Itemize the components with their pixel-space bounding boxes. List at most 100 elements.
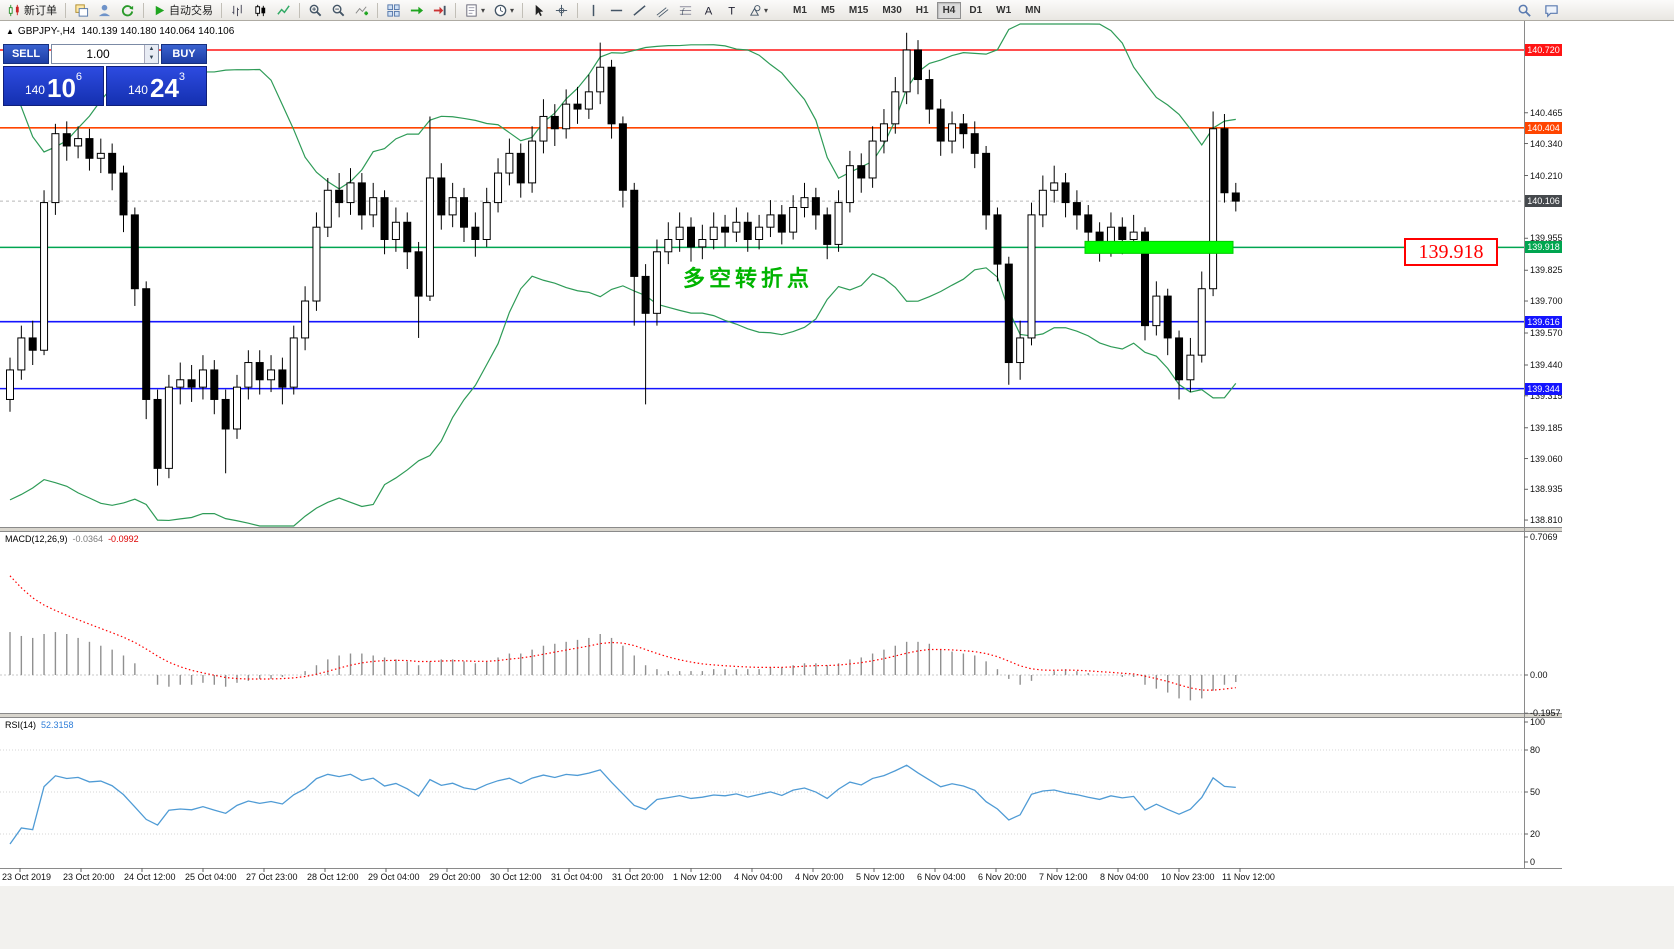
chat-button[interactable] — [1540, 0, 1563, 20]
profile-icon — [97, 3, 112, 18]
volume-stepper[interactable]: ▲ ▼ — [144, 45, 158, 63]
sell-price-pips: 10 — [46, 73, 76, 103]
collapse-trade-panel-icon[interactable]: ▲ — [6, 27, 14, 36]
panel-divider-rsi[interactable] — [0, 713, 1562, 718]
zoom-out-icon — [331, 3, 346, 18]
volume-up-icon[interactable]: ▲ — [145, 45, 158, 54]
timeframe-m1-button[interactable]: M1 — [793, 4, 807, 16]
chart-bars-button[interactable] — [226, 0, 249, 20]
toolbar-separator — [143, 2, 144, 18]
chat-bubble-icon — [1544, 3, 1559, 18]
price-callout-box[interactable]: 139.918 — [1404, 238, 1498, 266]
timeframe-w1-button[interactable]: W1 — [996, 4, 1012, 16]
timeframe-group: M1 M5 M15 M30 H1 H4 D1 W1 MN — [786, 1, 1048, 19]
chart-candles-button[interactable] — [249, 0, 272, 20]
sell-price-figure: 140 — [24, 83, 45, 97]
timeframe-m30-button[interactable]: M30 — [882, 4, 902, 16]
sell-price-point: 6 — [75, 71, 83, 83]
toolbar-separator — [221, 2, 222, 18]
trade-panel-price-row: 140 10 6 140 24 3 — [3, 66, 207, 106]
clock-icon — [493, 3, 508, 18]
trendline-button[interactable] — [628, 0, 651, 20]
template-icon — [464, 3, 479, 18]
refresh-icon — [120, 3, 135, 18]
timeframe-m15-button[interactable]: M15 — [848, 4, 869, 16]
crosshair-icon — [554, 3, 569, 18]
timeframe-h1-button[interactable]: H1 — [915, 4, 929, 16]
horizontal-line-button[interactable] — [605, 0, 628, 20]
market-watch-button[interactable] — [93, 0, 116, 20]
fibonacci-button[interactable]: f — [674, 0, 697, 20]
price-scale-separator — [1524, 21, 1525, 868]
highlight-segment — [1084, 240, 1234, 254]
play-icon — [152, 3, 167, 18]
bollinger-lower-band — [9, 267, 1237, 527]
cursor-icon — [531, 3, 546, 18]
hline-icon — [609, 3, 624, 18]
timeframe-d1-button[interactable]: D1 — [969, 4, 983, 16]
tile-windows-button[interactable] — [382, 0, 405, 20]
templates-button[interactable]: ▾ — [460, 0, 489, 20]
buy-price-button[interactable]: 140 24 3 — [106, 66, 207, 106]
line-icon — [276, 3, 291, 18]
volume-field[interactable]: 1.00 ▲ ▼ — [51, 44, 159, 64]
timeframe-m5-button[interactable]: M5 — [820, 4, 835, 16]
data-refresh-button[interactable] — [116, 0, 139, 20]
timeframe-mn-button[interactable]: MN — [1025, 4, 1041, 16]
charts-cascade-button[interactable] — [70, 0, 93, 20]
turning-point-annotation[interactable]: 多空转折点 — [683, 266, 814, 291]
candles-icon — [253, 3, 268, 18]
sell-button[interactable]: SELL — [3, 44, 49, 64]
timeframe-h4-button[interactable]: H4 — [936, 1, 962, 19]
toolbar-separator — [577, 2, 579, 18]
scroll-icon — [409, 3, 424, 18]
chart-shift-button[interactable] — [428, 0, 451, 20]
bottom-filler — [0, 886, 1674, 949]
textT-icon: T — [724, 3, 739, 18]
volume-down-icon[interactable]: ▼ — [145, 54, 158, 63]
symbol-title: GBPJPY-,H4 — [17, 26, 76, 37]
new-order-label: 新订单 — [24, 5, 57, 17]
bollinger-upper-band — [9, 23, 1236, 190]
sell-price-button[interactable]: 140 10 6 — [3, 66, 104, 106]
equidistant-channel-button[interactable] — [651, 0, 674, 20]
buy-button[interactable]: BUY — [161, 44, 207, 64]
rsi-line — [9, 764, 1236, 845]
autotrade-label: 自动交易 — [169, 5, 213, 17]
vertical-line-button[interactable] — [582, 0, 605, 20]
new-order-button[interactable]: 新订单 — [3, 0, 61, 20]
buy-price-point: 3 — [178, 71, 186, 83]
indicators-button[interactable] — [350, 0, 373, 20]
symbol-ohlc-values: 140.139 140.180 140.064 140.106 — [81, 26, 235, 37]
chart-line-button[interactable] — [272, 0, 295, 20]
cursor-button[interactable] — [527, 0, 550, 20]
svg-text:T: T — [728, 5, 735, 17]
bars-icon — [230, 3, 245, 18]
toolbar-separator — [299, 2, 300, 18]
auto-scroll-button[interactable] — [405, 0, 428, 20]
zoom-out-button[interactable] — [327, 0, 350, 20]
autotrade-button[interactable]: 自动交易 — [148, 0, 217, 20]
toolbar-separator — [455, 2, 456, 18]
toolbar-separator — [522, 2, 524, 18]
search-button[interactable] — [1513, 0, 1536, 20]
rsi-label: RSI(14) 52.3158 — [5, 720, 74, 730]
vline-icon — [586, 3, 601, 18]
one-click-trading-panel: SELL 1.00 ▲ ▼ BUY 140 10 6 140 24 3 — [3, 44, 207, 106]
text-label-button[interactable]: T — [720, 0, 743, 20]
channel-icon — [655, 3, 670, 18]
zoom-in-button[interactable] — [304, 0, 327, 20]
windows-icon — [74, 3, 89, 18]
macd-label: MACD(12,26,9) -0.0364 -0.0992 — [5, 534, 139, 544]
rsi-name: RSI(14) — [5, 720, 37, 730]
text-button[interactable]: A — [697, 0, 720, 20]
arrows-button[interactable]: ▾ — [743, 0, 772, 20]
toolbar-separator — [65, 2, 66, 18]
symbol-info-line: ▲ GBPJPY-,H4 140.139 140.180 140.064 140.1… — [6, 26, 234, 37]
periods-button[interactable]: ▾ — [489, 0, 518, 20]
shift-icon — [432, 3, 447, 18]
panel-divider-macd[interactable] — [0, 527, 1562, 532]
crosshair-button[interactable] — [550, 0, 573, 20]
